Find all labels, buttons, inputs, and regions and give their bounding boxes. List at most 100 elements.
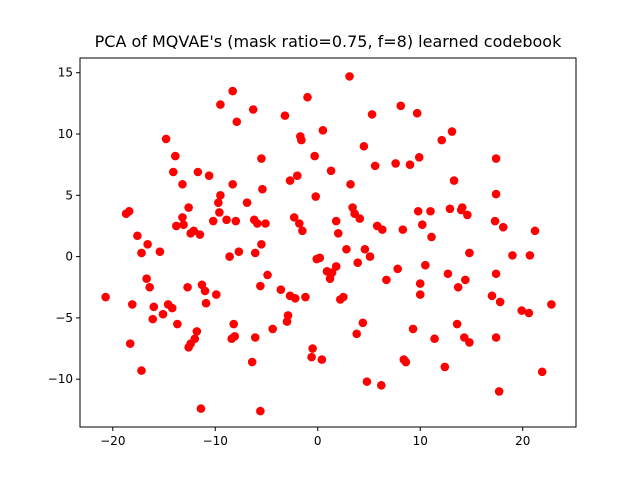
data-point xyxy=(440,362,450,372)
data-point xyxy=(537,367,547,377)
data-point xyxy=(417,220,427,230)
data-point xyxy=(125,339,135,348)
y-tick-label: 0 xyxy=(65,250,73,264)
data-point xyxy=(498,222,508,232)
data-point xyxy=(168,167,178,177)
data-point xyxy=(415,290,425,299)
data-point xyxy=(508,251,517,260)
data-point xyxy=(179,220,188,230)
data-point xyxy=(250,333,260,342)
data-point xyxy=(463,210,472,220)
data-point xyxy=(184,203,193,212)
data-point xyxy=(355,214,365,223)
data-point xyxy=(487,291,497,301)
data-point xyxy=(382,275,391,285)
data-point xyxy=(412,108,422,118)
data-point xyxy=(303,92,312,102)
data-point xyxy=(310,151,319,161)
data-point xyxy=(124,206,134,216)
data-point xyxy=(178,179,187,189)
data-point xyxy=(308,344,317,353)
axes-background xyxy=(80,58,576,427)
data-point xyxy=(247,357,257,367)
data-point xyxy=(280,111,290,120)
data-point xyxy=(315,253,325,263)
data-point xyxy=(231,216,241,226)
data-point xyxy=(401,357,411,367)
data-point xyxy=(211,290,221,299)
data-point xyxy=(252,219,262,228)
data-point xyxy=(452,319,462,329)
data-point xyxy=(327,268,337,277)
data-point xyxy=(158,309,168,319)
y-tick-label: 10 xyxy=(58,127,73,141)
y-tick-label: −5 xyxy=(55,311,73,325)
data-point xyxy=(228,179,237,189)
data-point xyxy=(396,101,406,111)
data-point xyxy=(445,204,455,214)
data-point xyxy=(268,324,277,334)
data-point xyxy=(530,226,540,236)
data-point xyxy=(127,300,137,309)
data-point xyxy=(437,135,447,145)
data-point xyxy=(301,292,310,302)
data-point xyxy=(222,215,231,225)
data-point xyxy=(426,206,435,216)
data-point xyxy=(331,216,341,226)
data-point xyxy=(248,105,258,114)
data-point xyxy=(193,167,203,177)
data-point xyxy=(430,334,439,344)
data-point xyxy=(491,333,501,342)
data-point xyxy=(285,176,295,185)
data-point xyxy=(391,159,400,168)
data-point xyxy=(215,208,224,217)
data-point xyxy=(491,189,501,199)
data-point xyxy=(148,314,158,324)
chart-title: PCA of MQVAE's (mask ratio=0.75, f=8) le… xyxy=(94,32,562,51)
data-point xyxy=(133,231,142,241)
x-tick-label: 10 xyxy=(413,434,428,448)
data-point xyxy=(225,252,234,261)
data-point xyxy=(143,240,152,249)
data-point xyxy=(342,244,351,254)
data-point xyxy=(365,252,375,261)
data-point xyxy=(421,260,430,270)
data-point xyxy=(172,221,181,231)
data-point xyxy=(290,293,300,303)
data-point xyxy=(250,248,260,258)
data-point xyxy=(256,281,265,291)
data-point xyxy=(317,355,327,364)
data-point xyxy=(242,198,252,207)
data-point xyxy=(178,213,187,222)
data-point xyxy=(173,319,182,329)
data-point xyxy=(393,264,402,274)
data-point xyxy=(491,154,501,163)
data-point xyxy=(427,232,436,242)
data-point xyxy=(465,248,474,258)
points-layer xyxy=(101,72,556,416)
data-point xyxy=(326,166,336,176)
data-point xyxy=(230,331,240,341)
data-point xyxy=(200,286,210,296)
data-point xyxy=(292,171,302,180)
data-point xyxy=(257,240,266,249)
data-point xyxy=(370,161,380,171)
data-point xyxy=(525,251,535,260)
data-point xyxy=(449,176,459,185)
data-point xyxy=(339,292,348,302)
data-point xyxy=(195,230,205,239)
data-point xyxy=(190,334,200,344)
x-tick-label: 20 xyxy=(515,434,530,448)
data-point xyxy=(494,387,504,396)
data-point xyxy=(495,297,505,307)
data-point xyxy=(276,285,286,294)
data-point xyxy=(413,206,423,216)
data-point xyxy=(490,216,500,226)
data-point xyxy=(192,327,202,336)
data-point xyxy=(298,226,307,236)
data-point xyxy=(465,338,474,347)
data-point xyxy=(261,219,270,228)
data-point xyxy=(216,191,225,200)
data-point xyxy=(415,279,425,288)
data-point xyxy=(408,324,418,334)
